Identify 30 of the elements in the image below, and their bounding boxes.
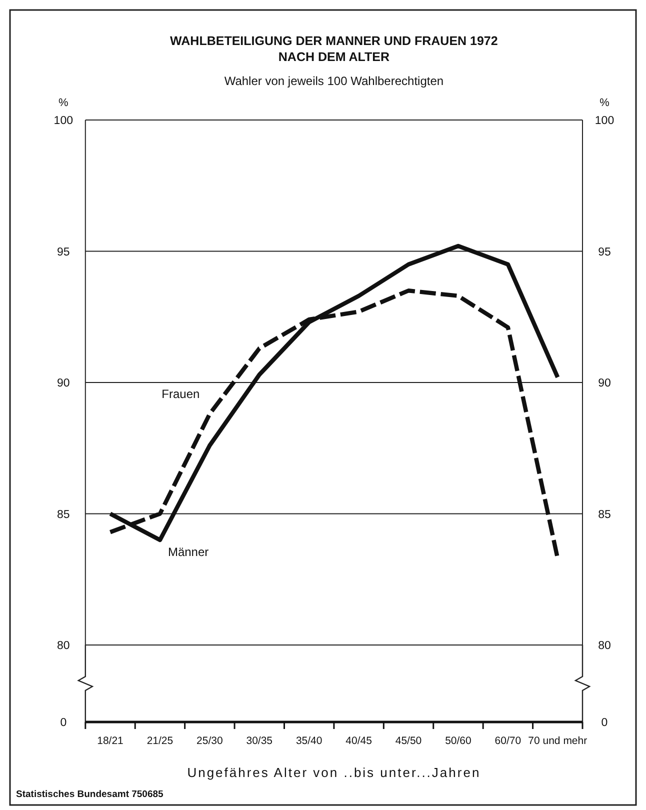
- y-tick-label: 95: [57, 246, 70, 258]
- y2-tick-label: 80: [598, 640, 611, 652]
- chart-subtitle: Wahler von jeweils 100 Wahlberechtigten: [224, 74, 444, 88]
- x-tick-label: 45/50: [395, 735, 422, 747]
- series-label: Männer: [168, 545, 209, 559]
- x-tick-label: 60/70: [494, 735, 522, 747]
- y-tick-label: 90: [57, 378, 70, 390]
- y-axis-title: %: [58, 97, 69, 109]
- series-label: Frauen: [162, 387, 200, 401]
- x-axis-title: Ungefähres Alter von ..bis unter...Jahren: [187, 765, 481, 780]
- x-tick-label: 50/60: [445, 735, 472, 747]
- x-tick-label: 30/35: [246, 735, 273, 747]
- x-tick-label: 25/30: [196, 735, 223, 747]
- x-tick-label: 21/25: [146, 735, 174, 747]
- y2-axis-title: %: [600, 97, 610, 109]
- y-tick-label: 80: [57, 640, 70, 652]
- y2-tick-label: 90: [598, 378, 611, 390]
- x-tick-label: 35/40: [296, 735, 322, 747]
- x-tick-label: 70 und mehr: [528, 735, 588, 747]
- y-tick-label: 85: [57, 508, 70, 521]
- text: 0: [601, 717, 608, 729]
- y-tick-label: 100: [54, 115, 73, 127]
- y2-tick-label: 100: [594, 115, 614, 127]
- chart-title: WAHLBETEILIGUNG DER MANNER UND FRAUEN 1972 NACH DEM ALTER: [170, 34, 498, 64]
- y2-tick-label: 85: [598, 508, 611, 521]
- text: 0: [60, 717, 67, 729]
- text: Statistisches Bundesamt 750685: [16, 789, 164, 800]
- y2-tick-label: 95: [598, 246, 611, 258]
- x-tick-label: 18/21: [97, 735, 124, 747]
- x-tick-label: 40/45: [346, 735, 372, 747]
